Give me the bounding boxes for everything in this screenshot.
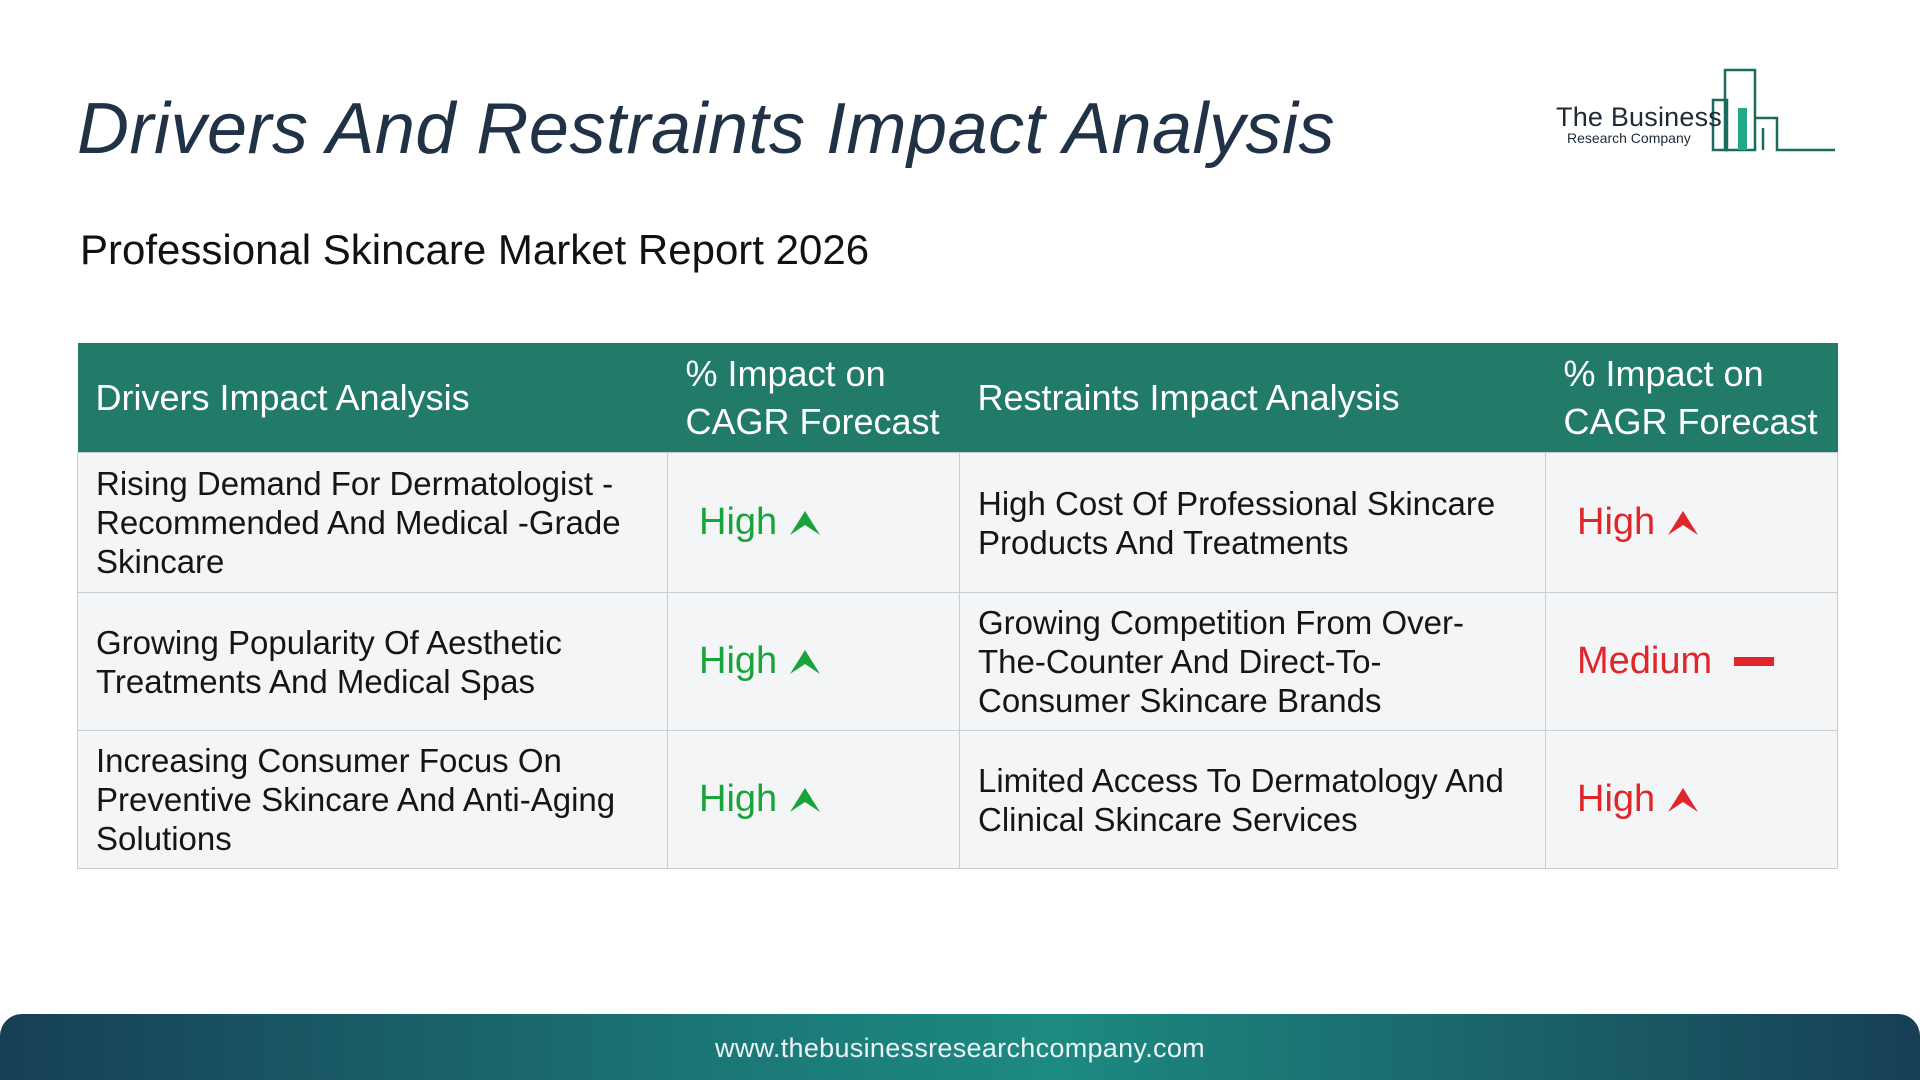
table-row: Rising Demand For Dermatologist -Recomme… xyxy=(77,452,1838,593)
dash-icon xyxy=(1734,657,1775,666)
header-restraints-impact: % Impact on CAGR Forecast xyxy=(1545,343,1838,453)
driver-cell: Rising Demand For Dermatologist -Recomme… xyxy=(77,452,668,593)
restraint-impact-cell: High xyxy=(1545,730,1838,869)
impact-level: High xyxy=(1577,780,1699,819)
footer-bar: www.thebusinessresearchcompany.com xyxy=(0,1014,1920,1080)
table-row: Increasing Consumer Focus On Preventive … xyxy=(77,730,1838,869)
header-drivers-impact: % Impact on CAGR Forecast xyxy=(667,343,960,453)
arrow-up-icon xyxy=(790,649,821,674)
driver-impact-cell: High xyxy=(667,592,960,731)
impact-label: High xyxy=(699,640,778,682)
impact-level: High xyxy=(699,503,821,542)
impact-label: High xyxy=(699,778,778,820)
logo-buildings-icon xyxy=(1711,68,1835,152)
header-drivers: Drivers Impact Analysis xyxy=(77,343,668,453)
impact-label: High xyxy=(699,501,778,543)
impact-level: High xyxy=(1577,503,1699,542)
table-header-row: Drivers Impact Analysis % Impact on CAGR… xyxy=(77,343,1838,453)
arrow-up-icon xyxy=(1668,787,1699,812)
impact-level: High xyxy=(699,642,821,681)
driver-cell: Increasing Consumer Focus On Preventive … xyxy=(77,730,668,869)
logo-tagline: Research Company xyxy=(1567,130,1691,146)
restraint-impact-cell: Medium xyxy=(1545,592,1838,731)
logo-name: The Business xyxy=(1556,102,1722,132)
impact-level: Medium xyxy=(1577,640,1775,682)
impact-label: High xyxy=(1577,501,1656,543)
driver-impact-cell: High xyxy=(667,730,960,869)
table-row: Growing Popularity Of Aesthetic Treatmen… xyxy=(77,592,1838,731)
restraint-impact-cell: High xyxy=(1545,452,1838,593)
restraint-cell: Limited Access To Dermatology And Clinic… xyxy=(959,730,1546,869)
footer-website-link[interactable]: www.thebusinessresearchcompany.com xyxy=(715,1032,1205,1063)
company-logo: The Business Research Company xyxy=(1553,68,1837,154)
impact-label: High xyxy=(1577,778,1656,820)
restraint-cell: Growing Competition From Over-The-Counte… xyxy=(959,592,1546,731)
report-subtitle: Professional Skincare Market Report 2026 xyxy=(80,226,870,273)
arrow-up-icon xyxy=(1668,510,1699,535)
page-title: Drivers And Restraints Impact Analysis xyxy=(77,89,1336,169)
impact-level: High xyxy=(699,780,821,819)
impact-label: Medium xyxy=(1577,640,1713,682)
impact-table: Drivers Impact Analysis % Impact on CAGR… xyxy=(77,343,1838,869)
driver-impact-cell: High xyxy=(667,452,960,593)
arrow-up-icon xyxy=(790,787,821,812)
header-restraints: Restraints Impact Analysis xyxy=(959,343,1546,453)
restraint-cell: High Cost Of Professional Skincare Produ… xyxy=(959,452,1546,593)
driver-cell: Growing Popularity Of Aesthetic Treatmen… xyxy=(77,592,668,731)
arrow-up-icon xyxy=(790,510,821,535)
